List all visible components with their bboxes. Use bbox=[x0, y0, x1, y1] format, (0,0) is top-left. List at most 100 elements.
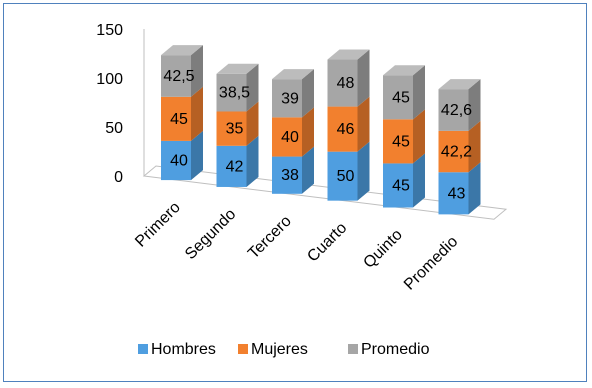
bar-front bbox=[161, 96, 191, 141]
legend-item: Promedio bbox=[348, 341, 430, 358]
bar-front bbox=[327, 106, 358, 152]
bar-segment bbox=[216, 63, 259, 112]
bar-front bbox=[438, 130, 469, 173]
bar-top bbox=[327, 49, 370, 60]
category-label: Segundo bbox=[182, 206, 239, 263]
data-labels: 40 45 42,5 42 35 38,5 38 40 39 50 46 48 45 45 45 43 42,2… bbox=[163, 68, 472, 202]
bar-front bbox=[438, 172, 469, 215]
category-label: Cuarto bbox=[304, 219, 350, 265]
bar-front bbox=[272, 156, 302, 194]
category-label: Primero bbox=[132, 199, 184, 251]
legend-swatch bbox=[348, 344, 358, 354]
bar-front bbox=[216, 145, 247, 187]
bars bbox=[161, 45, 481, 215]
bar-segment bbox=[161, 130, 203, 181]
bar-side bbox=[246, 135, 259, 187]
bar-segment bbox=[438, 79, 481, 131]
data-label: 35 bbox=[226, 121, 244, 138]
category-label: Quinto bbox=[360, 226, 405, 271]
bar-side bbox=[302, 69, 314, 118]
bar-side bbox=[246, 63, 259, 112]
bar-segment bbox=[272, 107, 314, 157]
data-label: 42 bbox=[226, 158, 244, 175]
data-label: 42,5 bbox=[163, 68, 194, 85]
stacked-bar-chart: 40 45 42,5 42 35 38,5 38 40 39 50 46 48 45 45 45 43 42,2… bbox=[96, 22, 508, 358]
y-tick-label: 0 bbox=[114, 169, 123, 186]
legend-item: Mujeres bbox=[238, 341, 308, 358]
y-tick-label: 150 bbox=[96, 22, 123, 39]
bar-segment bbox=[327, 49, 370, 107]
bar-segment bbox=[383, 109, 425, 164]
data-label: 50 bbox=[337, 168, 355, 185]
bar-side bbox=[246, 101, 259, 146]
bar-front bbox=[327, 151, 358, 201]
chart-frame: 40 45 42,5 42 35 38,5 38 40 39 50 46 48 45 45 45 43 42,2… bbox=[3, 3, 587, 382]
bar-side bbox=[302, 107, 314, 157]
bar-side bbox=[468, 79, 481, 131]
data-label: 46 bbox=[337, 121, 355, 138]
bar-top bbox=[272, 69, 314, 80]
bar-front bbox=[383, 163, 413, 208]
bar-side bbox=[468, 120, 481, 173]
data-label: 40 bbox=[281, 129, 299, 146]
data-label: 45 bbox=[392, 177, 410, 194]
data-label: 38,5 bbox=[219, 85, 250, 102]
bar-segment bbox=[216, 135, 259, 187]
bar-segment bbox=[383, 153, 425, 208]
bar-side bbox=[357, 49, 370, 107]
data-label: 45 bbox=[392, 133, 410, 150]
bar-front bbox=[216, 73, 247, 112]
bar-segment bbox=[216, 101, 259, 146]
bar-segment bbox=[327, 96, 370, 152]
data-label: 40 bbox=[170, 152, 188, 169]
bar-top bbox=[216, 63, 259, 74]
legend: Hombres Mujeres Promedio bbox=[138, 341, 430, 358]
bar-front bbox=[216, 111, 247, 146]
bar-segment bbox=[327, 141, 370, 201]
bar-top bbox=[383, 65, 425, 76]
bar-front bbox=[272, 117, 302, 157]
bar-segment bbox=[438, 120, 481, 173]
legend-swatch bbox=[238, 344, 248, 354]
bar-top bbox=[438, 79, 481, 90]
bar-side bbox=[357, 141, 370, 201]
data-label: 42,2 bbox=[441, 144, 472, 161]
bar-front bbox=[327, 59, 358, 107]
legend-label: Mujeres bbox=[251, 341, 308, 358]
y-tick-labels: 0 50 100 150 bbox=[96, 22, 123, 186]
legend-label: Promedio bbox=[361, 341, 430, 358]
data-label: 45 bbox=[392, 89, 410, 106]
data-label: 43 bbox=[448, 185, 466, 202]
bar-side bbox=[191, 86, 203, 141]
data-label: 42,6 bbox=[441, 102, 472, 119]
bar-top bbox=[161, 45, 203, 56]
data-label: 48 bbox=[337, 75, 355, 92]
bar-front bbox=[438, 89, 469, 131]
legend-item: Hombres bbox=[138, 341, 216, 358]
bar-side bbox=[468, 162, 481, 215]
bar-front bbox=[383, 75, 413, 120]
y-tick-label: 50 bbox=[105, 120, 123, 137]
bar-segment bbox=[161, 45, 203, 97]
bar-front bbox=[161, 55, 191, 97]
bar-side bbox=[191, 45, 203, 97]
bar-front bbox=[383, 119, 413, 164]
y-tick-label: 100 bbox=[96, 71, 123, 88]
bar-front bbox=[272, 79, 302, 118]
bar-segment bbox=[383, 65, 425, 120]
data-label: 45 bbox=[170, 111, 188, 128]
bar-segment bbox=[272, 69, 314, 118]
bar-side bbox=[191, 130, 203, 181]
bar-side bbox=[413, 153, 425, 208]
bar-segment bbox=[438, 162, 481, 215]
data-label: 39 bbox=[281, 90, 299, 107]
legend-label: Hombres bbox=[151, 341, 216, 358]
bar-side bbox=[302, 146, 314, 194]
bar-front bbox=[161, 140, 191, 181]
category-label: Tercero bbox=[245, 213, 295, 263]
bar-segment bbox=[272, 146, 314, 194]
category-label: Promedio bbox=[401, 233, 462, 294]
legend-swatch bbox=[138, 344, 148, 354]
data-label: 38 bbox=[281, 167, 299, 184]
